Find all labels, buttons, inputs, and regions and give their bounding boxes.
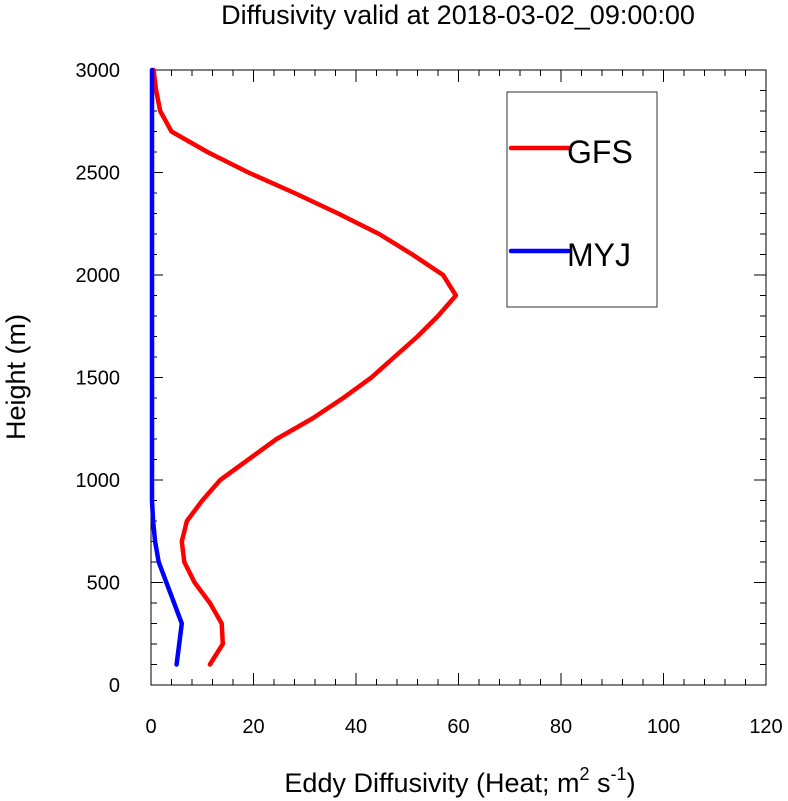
series-line-myj [149,67,185,667]
x-tick-label: 60 [447,716,469,738]
x-axis-title-prefix: Eddy Diffusivity (Heat; m [284,768,579,798]
x-axis-title-suffix: ) [627,768,636,798]
x-tick-label: 0 [145,716,156,738]
x-tick-label: 20 [242,716,264,738]
y-tick-label: 500 [87,573,120,595]
legend-label-gfs: GFS [567,134,633,170]
y-tick-labels: 0 500 1000 1500 2000 2500 3000 [76,60,121,697]
legend-label-myj: MYJ [567,237,631,273]
y-axis-title: Height (m) [1,314,31,440]
x-axis-title-sup2: -1 [611,764,627,784]
y-tick-label: 2500 [76,163,121,185]
minor-ticks [151,70,766,685]
x-tick-label: 40 [345,716,367,738]
x-axis-title: Eddy Diffusivity (Heat; m2 s-1) [284,764,635,798]
y-tick-label: 0 [109,675,120,697]
x-tick-label: 80 [550,716,572,738]
y-tick-label: 1000 [76,470,121,492]
legend-box [506,91,658,308]
y-tick-label: 3000 [76,60,121,82]
chart-title: Diffusivity valid at 2018-03-02_09:00:00 [221,0,695,30]
y-tick-label: 1500 [76,368,121,390]
x-tick-label: 100 [647,716,680,738]
x-tick-label: 120 [749,716,782,738]
plot-frame [150,69,767,686]
x-axis-title-mid: s [590,768,611,798]
x-axis-title-sup1: 2 [580,764,590,784]
series-line-gfs [151,67,459,667]
y-tick-label: 2000 [76,265,121,287]
series-lines [149,67,459,667]
x-tick-labels: 0 20 40 60 80 100 120 [145,716,782,738]
major-ticks [150,69,767,686]
legend: GFS MYJ [506,91,658,308]
